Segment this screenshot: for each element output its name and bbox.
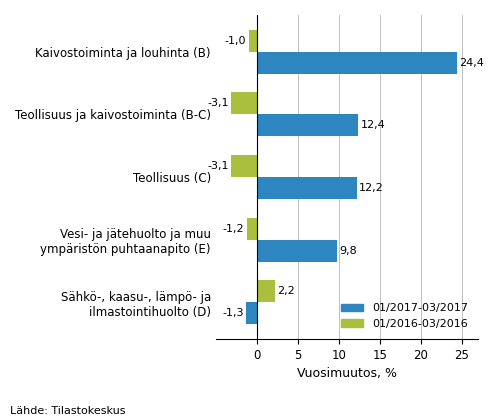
Text: -3,1: -3,1 <box>208 98 229 108</box>
Text: Lähde: Tilastokeskus: Lähde: Tilastokeskus <box>10 406 125 416</box>
Text: 9,8: 9,8 <box>340 245 357 255</box>
Text: 2,2: 2,2 <box>277 286 295 296</box>
Text: 12,2: 12,2 <box>359 183 384 193</box>
Bar <box>231 155 257 177</box>
X-axis label: Vuosimuutos, %: Vuosimuutos, % <box>297 367 397 380</box>
Bar <box>257 52 457 74</box>
Bar <box>248 30 257 52</box>
Bar <box>257 114 358 136</box>
Text: -1,0: -1,0 <box>225 36 246 46</box>
Text: 12,4: 12,4 <box>361 120 386 130</box>
Bar <box>257 240 337 262</box>
Text: -3,1: -3,1 <box>208 161 229 171</box>
Bar <box>257 280 275 302</box>
Bar <box>247 218 257 240</box>
Bar <box>231 92 257 114</box>
Bar <box>246 302 257 324</box>
Text: 24,4: 24,4 <box>459 58 484 68</box>
Text: -1,3: -1,3 <box>222 308 244 318</box>
Text: -1,2: -1,2 <box>223 224 245 234</box>
Legend: 01/2017-03/2017, 01/2016-03/2016: 01/2017-03/2017, 01/2016-03/2016 <box>336 299 472 333</box>
Bar <box>257 177 357 199</box>
